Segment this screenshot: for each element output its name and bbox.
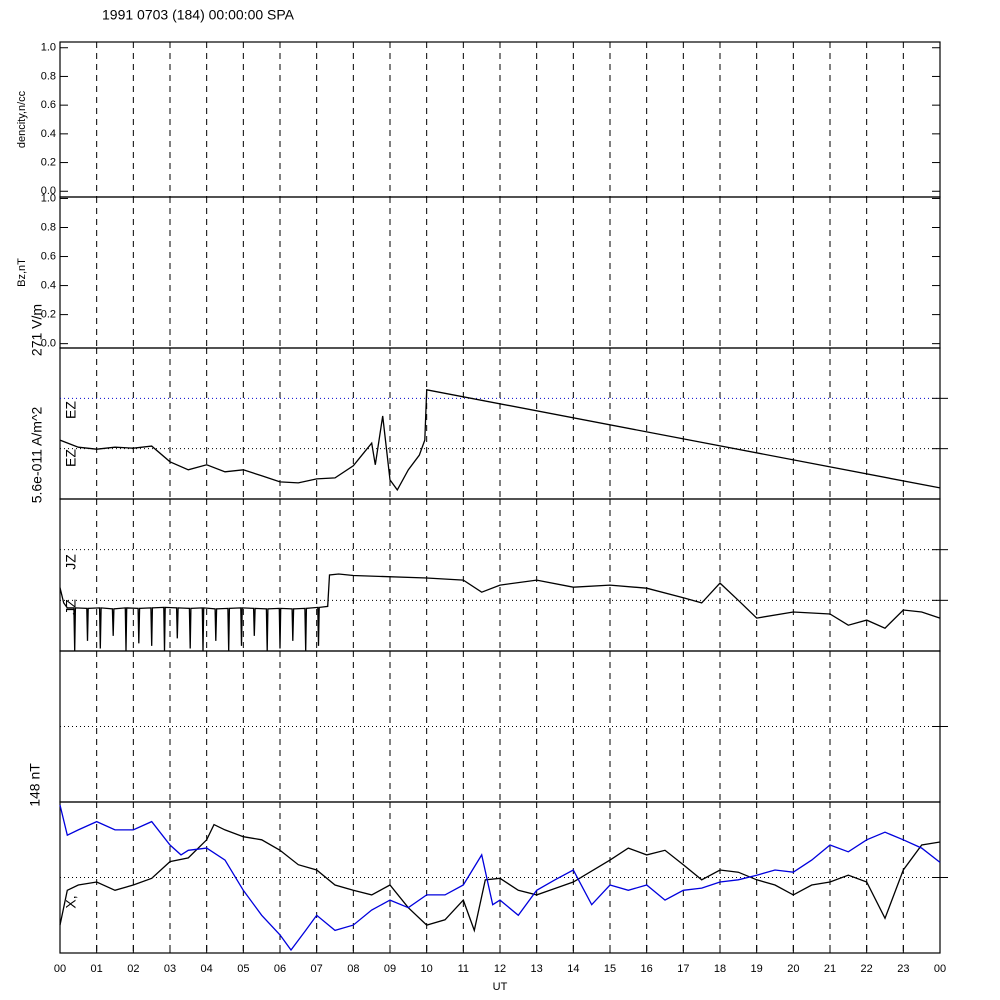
x-tick-label: 13 bbox=[531, 963, 543, 975]
x-tick-label: 21 bbox=[824, 963, 836, 975]
x-tick-label: 17 bbox=[677, 963, 689, 975]
y-tick-label: 0.2 bbox=[41, 156, 56, 168]
annotation: EZ bbox=[63, 449, 79, 467]
x-tick-label: 22 bbox=[861, 963, 873, 975]
x-tick-label: 16 bbox=[641, 963, 653, 975]
x-tick-label: 06 bbox=[274, 963, 286, 975]
x-tick-label: 14 bbox=[567, 963, 579, 975]
data-line bbox=[59, 823, 941, 933]
x-tick-label: 01 bbox=[91, 963, 103, 975]
x-tick-label: 15 bbox=[604, 963, 616, 975]
x-tick-label: 05 bbox=[237, 963, 249, 975]
scale-label: 5.6e-011 A/m^2 bbox=[29, 406, 45, 503]
y-tick-label: 0.6 bbox=[41, 250, 56, 262]
y-axis-label: dencity,n/cc bbox=[16, 90, 28, 148]
x-tick-label: 02 bbox=[127, 963, 139, 975]
x-tick-label: 07 bbox=[311, 963, 323, 975]
x-tick-label: 08 bbox=[347, 963, 359, 975]
x-tick-label: 00 bbox=[934, 963, 946, 975]
data-line bbox=[59, 389, 941, 492]
data-line bbox=[59, 573, 941, 652]
y-tick-label: 1.0 bbox=[41, 42, 56, 54]
y-tick-label: 0.6 bbox=[41, 99, 56, 111]
x-tick-label: 23 bbox=[897, 963, 909, 975]
y-tick-label: 0.4 bbox=[41, 128, 56, 140]
annotation: X, bbox=[63, 895, 79, 908]
x-tick-label: 11 bbox=[458, 963, 469, 975]
y-tick-label: 0.0 bbox=[41, 185, 56, 197]
y-tick-label: 0.2 bbox=[41, 309, 56, 321]
x-tick-label: 18 bbox=[714, 963, 726, 975]
y-axis-label: Bz,nT bbox=[16, 258, 28, 287]
y-tick-label: 1.0 bbox=[41, 192, 56, 204]
data-line bbox=[59, 804, 941, 952]
y-tick-label: 0.4 bbox=[41, 279, 56, 291]
annotation: JZ bbox=[63, 599, 79, 615]
annotation: EZ bbox=[63, 401, 79, 419]
x-tick-label: 03 bbox=[164, 963, 176, 975]
y-tick-label: 0.0 bbox=[41, 338, 56, 350]
scale-label: 271 V/m bbox=[29, 304, 45, 356]
x-axis-label: UT bbox=[493, 981, 508, 993]
x-tick-label: 19 bbox=[751, 963, 763, 975]
y-tick-label: 0.8 bbox=[41, 221, 56, 233]
x-tick-label: 10 bbox=[421, 963, 433, 975]
chart-title: 1991 0703 (184) 00:00:00 SPA bbox=[102, 7, 295, 23]
x-tick-label: 12 bbox=[494, 963, 506, 975]
x-tick-label: 09 bbox=[384, 963, 396, 975]
scale-label: 148 nT bbox=[27, 763, 43, 807]
annotation: JZ bbox=[63, 554, 79, 570]
x-tick-label: 20 bbox=[787, 963, 799, 975]
x-tick-label: 00 bbox=[54, 963, 66, 975]
y-tick-label: 0.8 bbox=[41, 70, 56, 82]
x-tick-label: 04 bbox=[201, 963, 213, 975]
